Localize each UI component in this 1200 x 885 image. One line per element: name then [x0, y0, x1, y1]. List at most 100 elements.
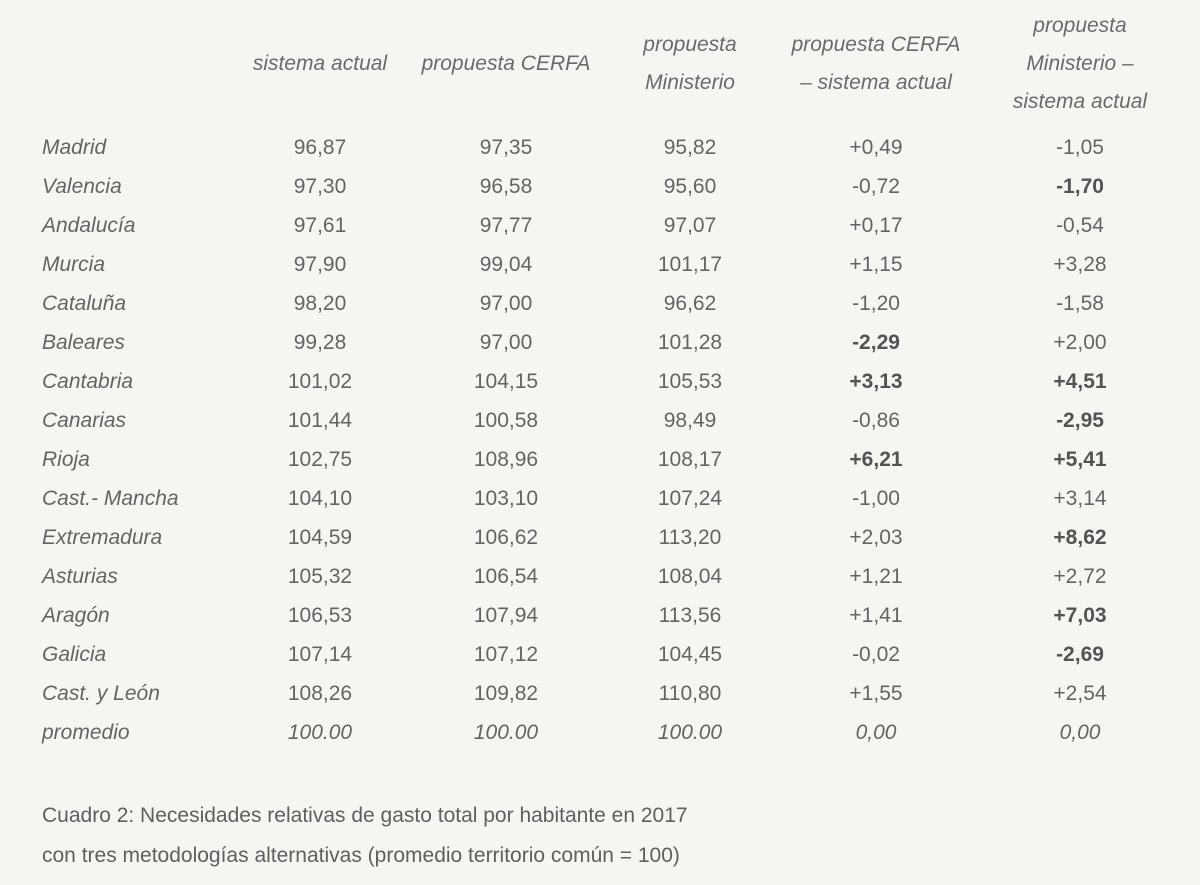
value-cell: 97,00 — [479, 291, 533, 315]
value-cell: +1,55 — [849, 681, 903, 705]
value-cell: 107,12 — [473, 642, 539, 666]
table-row: Aragón 106,53 107,94 113,56 +1,41 +7,03 — [0, 596, 1188, 635]
row-label: Valencia — [42, 174, 122, 198]
value-cell: 97,07 — [663, 213, 717, 237]
row-label: Extremadura — [42, 525, 163, 549]
row-label: Cast.- Mancha — [42, 486, 179, 510]
value-cell: +0,17 — [849, 213, 903, 237]
table-row: Cataluña 98,20 97,00 96,62 -1,20 -1,58 — [0, 284, 1188, 323]
value-cell: +2,72 — [1053, 564, 1107, 588]
value-cell: -1,20 — [852, 291, 900, 315]
table-body: Madrid 96,87 97,35 95,82 +0,49 -1,05 Valencia 9… — [0, 128, 1188, 752]
value-cell: 103,10 — [473, 486, 539, 510]
table-row: Extremadura 104,59 106,62 113,20 +2,03 +8,62 — [0, 518, 1188, 557]
row-label: Cataluña — [42, 291, 127, 315]
value-cell: 98,49 — [663, 408, 717, 432]
value-cell: 95,82 — [663, 135, 717, 159]
row-label: promedio — [42, 720, 130, 744]
value-cell: 106,54 — [473, 564, 539, 588]
value-cell: 101,02 — [287, 369, 353, 393]
value-cell: 96,58 — [479, 174, 533, 198]
value-cell: 107,14 — [287, 642, 353, 666]
table-row: Rioja 102,75 108,96 108,17 +6,21 +5,41 — [0, 440, 1188, 479]
value-cell: 100,58 — [473, 408, 539, 432]
row-label: Andalucía — [42, 213, 136, 237]
value-cell: 0,00 — [1059, 720, 1101, 744]
table-row: promedio 100.00 100.00 100.00 0,00 0,00 — [0, 713, 1188, 752]
value-cell: -0,02 — [852, 642, 900, 666]
value-cell: -1,70 — [1056, 174, 1104, 198]
value-cell: +3,13 — [849, 369, 903, 393]
value-cell: -1,58 — [1056, 291, 1104, 315]
value-cell: 95,60 — [663, 174, 717, 198]
row-label: Galicia — [42, 642, 107, 666]
value-cell: 107,24 — [657, 486, 723, 510]
caption-line-2: con tres metodologías alternativas (prom… — [42, 844, 680, 867]
value-cell: 102,75 — [287, 447, 353, 471]
value-cell: 106,53 — [287, 603, 353, 627]
caption-line-1: Cuadro 2: Necesidades relativas de gasto… — [42, 804, 688, 827]
row-label: Rioja — [42, 447, 90, 471]
value-cell: 96,62 — [663, 291, 717, 315]
value-cell: +1,21 — [849, 564, 903, 588]
value-cell: -1,05 — [1056, 135, 1104, 159]
column-header: sistema actual — [252, 52, 388, 75]
value-cell: +4,51 — [1053, 369, 1107, 393]
value-cell: +2,00 — [1053, 330, 1107, 354]
table-row: Cantabria 101,02 104,15 105,53 +3,13 +4,51 — [0, 362, 1188, 401]
value-cell: +6,21 — [849, 447, 903, 471]
table-header: sistema actual propuesta CERFA propuesta M… — [0, 0, 1188, 128]
value-cell: 97,35 — [479, 135, 533, 159]
value-cell: +3,14 — [1053, 486, 1107, 510]
header-row: sistema actual propuesta CERFA propuesta M… — [0, 0, 1188, 128]
value-cell: 113,20 — [658, 525, 722, 549]
column-header: propuesta CERFA — [421, 52, 591, 75]
value-cell: -1,00 — [852, 486, 900, 510]
table-row: Asturias 105,32 106,54 108,04 +1,21 +2,72 — [0, 557, 1188, 596]
value-cell: 101,44 — [287, 408, 353, 432]
row-label: Aragón — [42, 603, 110, 627]
value-cell: +5,41 — [1053, 447, 1107, 471]
value-cell: 108,17 — [657, 447, 723, 471]
value-cell: 104,59 — [287, 525, 353, 549]
value-cell: 99,04 — [479, 252, 533, 276]
value-cell: 98,20 — [293, 291, 347, 315]
row-label: Madrid — [42, 135, 107, 159]
value-cell: -2,95 — [1056, 408, 1104, 432]
column-header: propuesta Ministerio — [643, 33, 737, 94]
column-header: propuesta CERFA – sistema actual — [791, 33, 961, 94]
row-label: Canarias — [42, 408, 127, 432]
column-header: propuesta Ministerio – sistema actual — [1012, 14, 1148, 113]
value-cell: 108,26 — [287, 681, 353, 705]
value-cell: +3,28 — [1053, 252, 1107, 276]
value-cell: +1,15 — [849, 252, 903, 276]
needs-table: sistema actual propuesta CERFA propuesta M… — [0, 0, 1188, 752]
table-row: Cast. y León 108,26 109,82 110,80 +1,55 +2,54 — [0, 674, 1188, 713]
table-row: Valencia 97,30 96,58 95,60 -0,72 -1,70 — [0, 167, 1188, 206]
value-cell: 97,30 — [293, 174, 347, 198]
row-label: Cast. y León — [42, 681, 160, 705]
value-cell: 99,28 — [293, 330, 347, 354]
value-cell: 105,53 — [657, 369, 723, 393]
table-row: Murcia 97,90 99,04 101,17 +1,15 +3,28 — [0, 245, 1188, 284]
table-row: Madrid 96,87 97,35 95,82 +0,49 -1,05 — [0, 128, 1188, 167]
row-label: Asturias — [42, 564, 118, 588]
value-cell: 101,28 — [657, 330, 723, 354]
table-row: Galicia 107,14 107,12 104,45 -0,02 -2,69 — [0, 635, 1188, 674]
value-cell: 97,90 — [293, 252, 347, 276]
value-cell: 108,96 — [473, 447, 539, 471]
value-cell: 96,87 — [293, 135, 347, 159]
value-cell: +2,54 — [1053, 681, 1107, 705]
value-cell: 110,80 — [658, 681, 722, 705]
table-row: Baleares 99,28 97,00 101,28 -2,29 +2,00 — [0, 323, 1188, 362]
value-cell: 100.00 — [657, 720, 723, 744]
row-label: Murcia — [42, 252, 106, 276]
value-cell: 97,77 — [479, 213, 533, 237]
value-cell: 107,94 — [473, 603, 539, 627]
value-cell: 105,32 — [287, 564, 353, 588]
value-cell: -0,72 — [852, 174, 900, 198]
value-cell: -0,54 — [1056, 213, 1104, 237]
value-cell: 100.00 — [287, 720, 353, 744]
value-cell: -2,69 — [1056, 642, 1104, 666]
value-cell: +7,03 — [1053, 603, 1107, 627]
